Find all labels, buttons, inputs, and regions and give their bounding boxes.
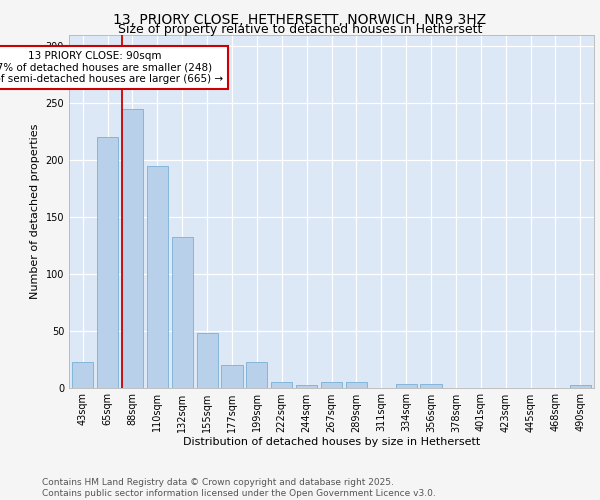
Bar (97, 138, 118, 388)
Bar (122, 109, 143, 388)
Bar (321, 382, 342, 388)
X-axis label: Distribution of detached houses by size in Hethersett: Distribution of detached houses by size … (183, 438, 480, 448)
Bar (197, 333, 218, 388)
Bar (147, 166, 168, 388)
Bar (271, 382, 292, 388)
Text: Size of property relative to detached houses in Hethersett: Size of property relative to detached ho… (118, 22, 482, 36)
Text: 13, PRIORY CLOSE, HETHERSETT, NORWICH, NR9 3HZ: 13, PRIORY CLOSE, HETHERSETT, NORWICH, N… (113, 12, 487, 26)
Bar (421, 384, 442, 388)
Bar (570, 385, 591, 388)
Text: Contains HM Land Registry data © Crown copyright and database right 2025.
Contai: Contains HM Land Registry data © Crown c… (42, 478, 436, 498)
Bar (296, 385, 317, 388)
Bar (246, 362, 268, 388)
Bar (346, 382, 367, 388)
Bar (172, 238, 193, 388)
Bar (72, 362, 93, 388)
Bar (395, 384, 417, 388)
Text: 13 PRIORY CLOSE: 90sqm
← 27% of detached houses are smaller (248)
72% of semi-de: 13 PRIORY CLOSE: 90sqm ← 27% of detached… (0, 51, 223, 84)
Y-axis label: Number of detached properties: Number of detached properties (30, 124, 40, 299)
Bar (221, 365, 242, 388)
